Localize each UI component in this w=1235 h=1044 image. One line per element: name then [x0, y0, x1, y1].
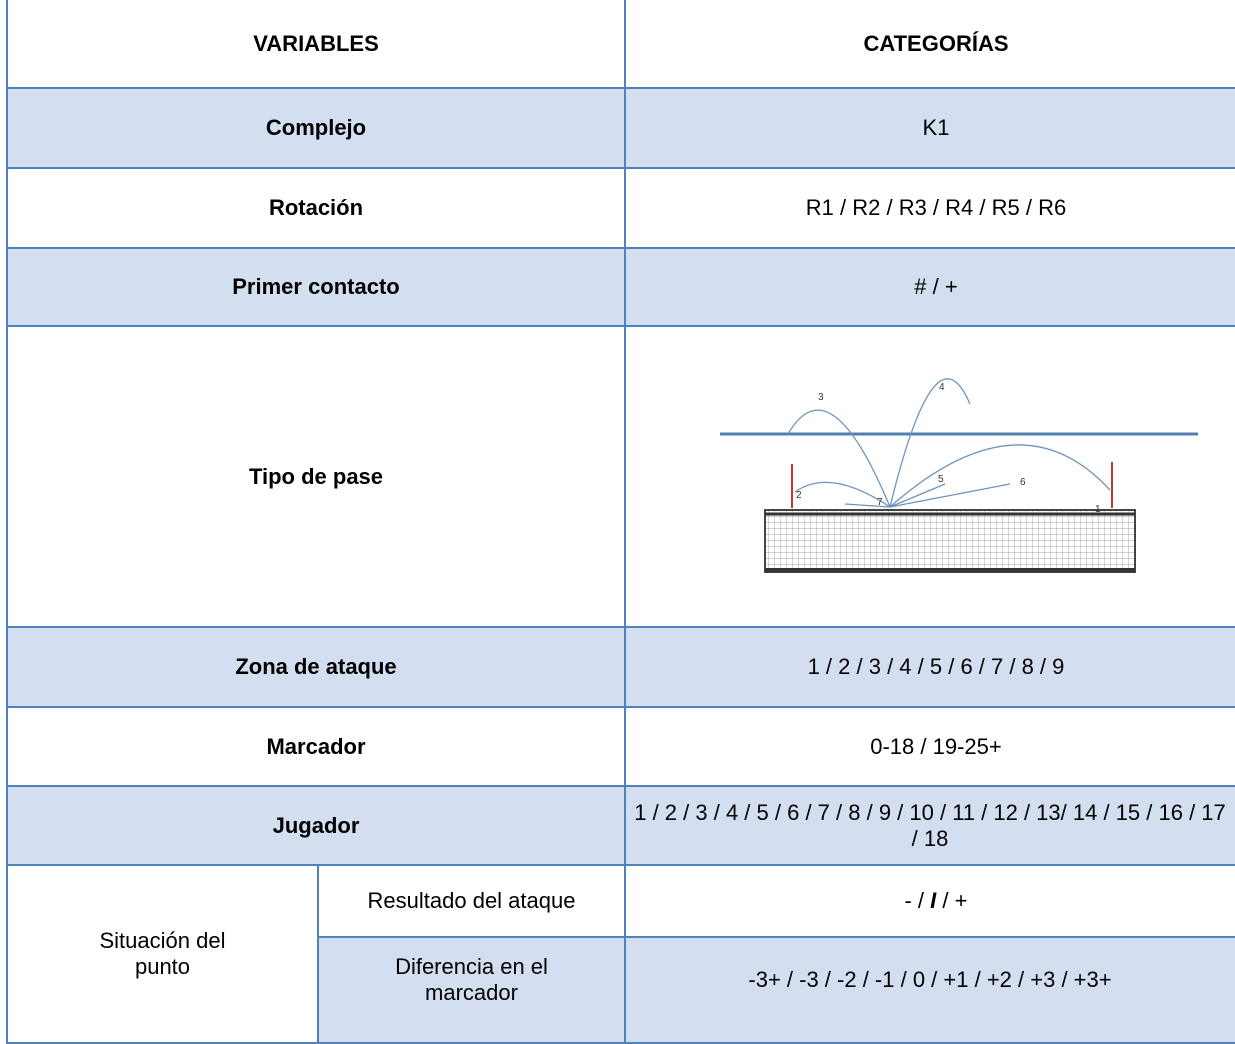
category-cell: K1 [624, 87, 1235, 169]
row: Tipo de pase [6, 325, 1235, 628]
variable-cell: Complejo [6, 87, 626, 169]
category-cell: R1 / R2 / R3 / R4 / R5 / R6 [624, 167, 1235, 249]
header-cell: VARIABLES [6, 0, 626, 89]
category-part: - / [904, 888, 925, 913]
category-cell: 1 / 2 / 3 / 4 / 5 / 6 / 7 / 8 / 9 / 10 /… [624, 785, 1235, 866]
header-row: VARIABLES CATEGORÍAS [6, 0, 1235, 89]
category-cell: -3+ / -3 / -2 / -1 / 0 / +1 / +2 / +3 / … [624, 936, 1235, 1044]
row: Situación del punto Resultado del ataque… [6, 864, 1235, 1044]
set-types-diagram: 1 2 3 4 5 6 7 [720, 377, 1198, 573]
variable-cell: Rotación [6, 167, 626, 249]
row: Jugador 1 / 2 / 3 / 4 / 5 / 6 / 7 / 8 / … [6, 785, 1235, 866]
category-cell: 0-18 / 19-25+ [624, 706, 1235, 787]
variable-cell: Primer contacto [6, 247, 626, 327]
header-cell: CATEGORÍAS [624, 0, 1235, 89]
diagram-label: 6 [1020, 477, 1026, 488]
diagram-label: 2 [796, 490, 802, 501]
row: Zona de ataque 1 / 2 / 3 / 4 / 5 / 6 / 7… [6, 626, 1235, 708]
category-cell: - / I / + [624, 864, 1235, 938]
row: Complejo K1 [6, 87, 1235, 169]
variable-cell: Marcador [6, 706, 626, 787]
diagram-label: 5 [938, 474, 944, 485]
diagram-label: 4 [939, 382, 945, 393]
row: Primer contacto # / + [6, 247, 1235, 327]
row: Marcador 0-18 / 19-25+ [6, 706, 1235, 787]
category-part: / + [942, 888, 968, 913]
subvariable-cell: Diferencia en el marcador [317, 936, 626, 1044]
diagram-label: 7 [877, 497, 883, 508]
category-cell: 1 / 2 / 3 / 4 / 5 / 6 / 7 / 8 / 9 [624, 626, 1235, 708]
diagram-cell: 1 2 3 4 5 6 7 [624, 325, 1235, 628]
diagram-label: 3 [818, 392, 824, 403]
category-part: I [930, 888, 937, 913]
category-cell: # / + [624, 247, 1235, 327]
row: Rotación R1 / R2 / R3 / R4 / R5 / R6 [6, 167, 1235, 249]
diagram-label: 1 [1095, 504, 1101, 515]
variable-cell: Zona de ataque [6, 626, 626, 708]
row: Diferencia en el marcador -3+ / -3 / -2 … [7, 936, 1235, 1044]
subvariable-cell: Resultado del ataque [317, 864, 626, 938]
variables-table: VARIABLES CATEGORÍAS Complejo K1 Rotació… [6, 0, 1235, 1044]
variable-cell: Jugador [6, 785, 626, 866]
variable-cell: Tipo de pase [6, 325, 626, 628]
group-label: Situación del punto [99, 928, 226, 979]
group-cell: Situación del punto [6, 864, 319, 1044]
subvariable-label: Diferencia en el marcador [395, 954, 548, 1005]
